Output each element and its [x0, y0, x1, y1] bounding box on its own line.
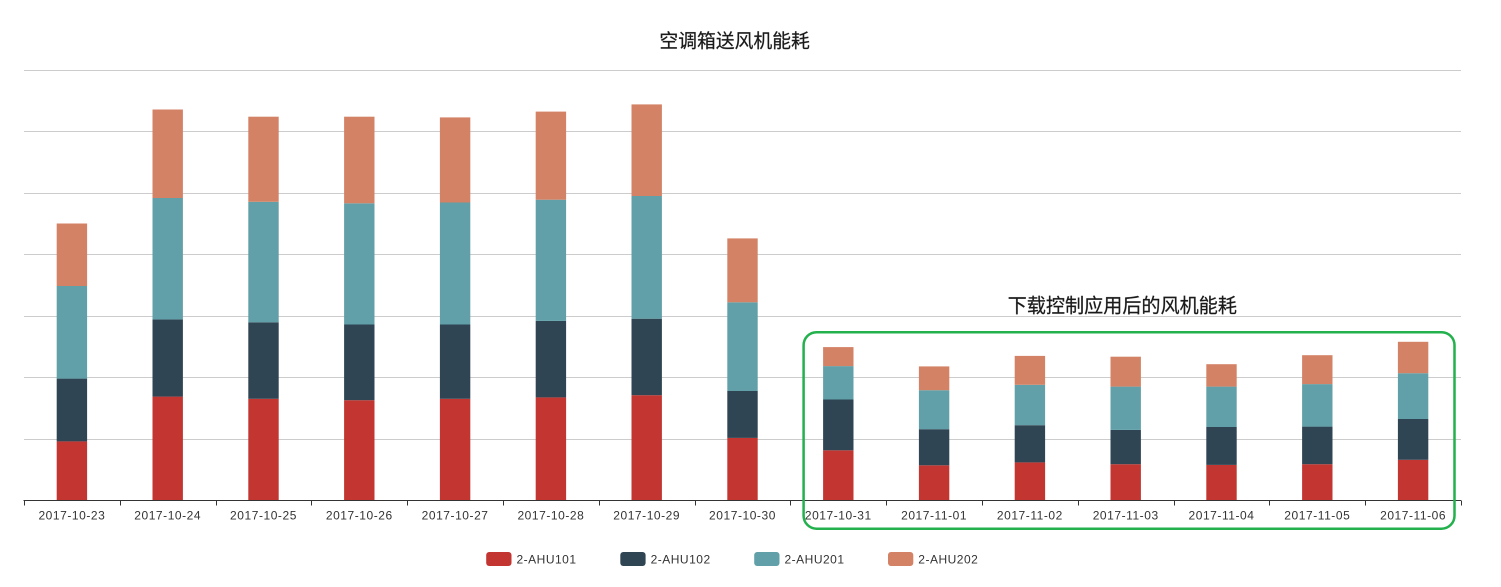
- svg-text:2017-10-31: 2017-10-31: [805, 509, 872, 523]
- svg-text:2017-11-02: 2017-11-02: [997, 509, 1063, 523]
- svg-text:2-AHU101: 2-AHU101: [517, 553, 577, 567]
- svg-text:2017-10-29: 2017-10-29: [613, 509, 680, 523]
- svg-text:2017-10-28: 2017-10-28: [517, 509, 584, 523]
- svg-text:2017-10-26: 2017-10-26: [326, 509, 393, 523]
- svg-text:2017-10-27: 2017-10-27: [422, 509, 489, 523]
- svg-text:2-AHU202: 2-AHU202: [918, 553, 978, 567]
- svg-text:2017-11-05: 2017-11-05: [1284, 509, 1350, 523]
- svg-text:2-AHU102: 2-AHU102: [651, 553, 711, 567]
- svg-text:2-AHU201: 2-AHU201: [785, 553, 845, 567]
- svg-text:2017-10-30: 2017-10-30: [709, 509, 776, 523]
- svg-text:2017-11-06: 2017-11-06: [1380, 509, 1446, 523]
- svg-text:2017-11-01: 2017-11-01: [901, 509, 967, 523]
- svg-text:2017-11-03: 2017-11-03: [1093, 509, 1159, 523]
- svg-text:2017-10-24: 2017-10-24: [134, 509, 201, 523]
- svg-text:2017-11-04: 2017-11-04: [1189, 509, 1255, 523]
- svg-text:2017-10-25: 2017-10-25: [230, 509, 297, 523]
- svg-text:2017-10-23: 2017-10-23: [38, 509, 105, 523]
